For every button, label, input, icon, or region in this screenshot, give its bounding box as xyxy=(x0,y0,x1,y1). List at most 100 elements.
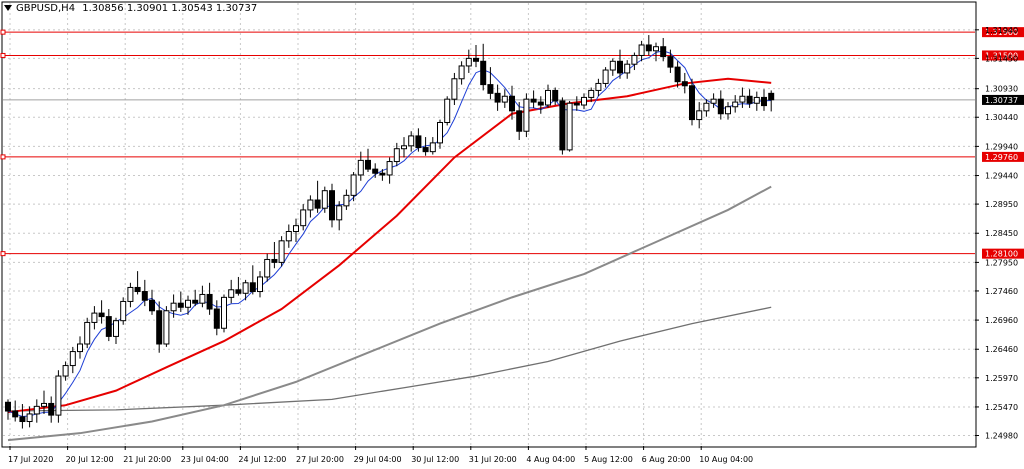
candle-bull xyxy=(588,89,595,98)
candle-bull xyxy=(242,282,249,294)
y-tick-label: 1.25970 xyxy=(985,374,1018,383)
candle-bull xyxy=(127,286,134,302)
level-label: 1.29760 xyxy=(985,153,1018,162)
candle-bear xyxy=(249,282,256,293)
candle-bear xyxy=(537,101,544,106)
candle-bull xyxy=(163,310,170,345)
candle-bull xyxy=(602,69,609,84)
level-anchor[interactable] xyxy=(0,52,6,58)
candle-bear xyxy=(141,291,148,301)
candle-bear xyxy=(494,92,501,103)
candle-bull xyxy=(523,98,530,132)
level-anchor[interactable] xyxy=(0,154,6,160)
x-tick-label: 30 Jul 12:00 xyxy=(411,455,459,464)
candle-bull xyxy=(393,148,400,163)
candle-bull xyxy=(501,95,508,103)
y-tick-label: 1.27950 xyxy=(985,258,1018,267)
low-value: 1.30543 xyxy=(171,3,213,14)
candle-bull xyxy=(69,351,76,367)
level-label: 1.31900 xyxy=(985,28,1018,37)
candle-bear xyxy=(206,293,213,310)
candle-bull xyxy=(696,110,703,121)
candle-bull xyxy=(343,194,350,207)
x-tick-label: 6 Aug 20:00 xyxy=(642,455,691,464)
y-tick-label: 1.28950 xyxy=(985,200,1018,209)
y-tick-label: 1.29940 xyxy=(985,142,1018,151)
candle-bull xyxy=(386,161,393,176)
x-tick-label: 27 Jul 20:00 xyxy=(296,455,344,464)
candle-bull xyxy=(285,230,292,242)
candle-bull xyxy=(653,46,659,52)
candle-bull xyxy=(293,225,299,232)
level-label-bg xyxy=(982,27,1024,38)
candle-bear xyxy=(473,57,479,62)
candle-bull xyxy=(170,302,177,312)
candle-bull xyxy=(631,54,638,65)
time-axis: 17 Jul 2020 20 Jul 12:00 21 Jul 20:00 23 Ju… xyxy=(8,446,753,464)
high-value: 1.30901 xyxy=(126,3,169,14)
candle-bull xyxy=(357,159,364,176)
horizontal-levels: 1.31900 1.31500 1.29760 1.28100 1.30737 xyxy=(0,27,1024,259)
candle-bull xyxy=(33,405,40,415)
candle-bear xyxy=(271,258,278,263)
candle-bull xyxy=(307,199,314,211)
candle-bull xyxy=(185,299,191,308)
candle-bull xyxy=(401,145,407,150)
candle-bull xyxy=(595,82,602,91)
grid-lines xyxy=(3,3,975,446)
x-tick-label: 5 Aug 12:00 xyxy=(584,455,633,464)
x-tick-label: 17 Jul 2020 xyxy=(8,455,53,464)
candles xyxy=(5,35,775,429)
candle-bull xyxy=(581,96,587,106)
y-tick-label: 1.28450 xyxy=(985,229,1018,238)
level-anchor[interactable] xyxy=(0,251,6,257)
candle-bear xyxy=(415,135,422,149)
candle-bear xyxy=(645,44,652,52)
x-tick-label: 24 Jul 12:00 xyxy=(238,455,286,464)
candle-bear xyxy=(689,85,695,121)
x-tick-label: 21 Jul 20:00 xyxy=(123,455,171,464)
candle-bear xyxy=(235,289,242,294)
candle-bull xyxy=(221,296,227,329)
candle-bull xyxy=(739,95,746,103)
y-tick-label: 1.30440 xyxy=(985,113,1018,122)
candle-bull xyxy=(113,320,119,337)
price-axis: 1.31940 1.31450 1.30930 1.30440 1.29940 1.294… xyxy=(975,26,1018,441)
x-tick-label: 29 Jul 04:00 xyxy=(354,455,402,464)
candle-bear xyxy=(12,410,19,418)
close-value: 1.30737 xyxy=(215,3,258,14)
candle-bear xyxy=(516,110,523,132)
ma-long-line xyxy=(7,306,772,412)
level-label-bg xyxy=(982,50,1024,61)
candle-bear xyxy=(329,190,335,221)
candle-bear xyxy=(530,98,537,103)
moving-averages xyxy=(7,50,772,442)
y-tick-label: 1.31450 xyxy=(985,54,1018,63)
chart-title: GBPUSD,H4 1.30856 1.30901 1.30543 1.3073… xyxy=(4,3,257,14)
x-tick-label: 10 Aug 04:00 xyxy=(699,455,753,464)
level-anchor[interactable] xyxy=(0,29,6,35)
candle-bear xyxy=(660,46,667,58)
candle-bull xyxy=(228,289,235,298)
candle-bear xyxy=(192,299,199,304)
candle-bear xyxy=(667,56,674,68)
candle-bear xyxy=(768,92,775,101)
open-value: 1.30856 xyxy=(82,3,124,14)
x-tick-label: 20 Jul 12:00 xyxy=(66,455,114,464)
candle-bear xyxy=(156,310,163,345)
candle-bull xyxy=(725,106,731,115)
candle-bull xyxy=(545,89,551,106)
y-tick-label: 1.24980 xyxy=(985,432,1018,441)
candle-bear xyxy=(480,60,487,86)
dropdown-arrow-icon[interactable] xyxy=(4,5,12,11)
x-tick-label: 4 Aug 04:00 xyxy=(526,455,575,464)
candle-bear xyxy=(213,308,220,329)
candle-bull xyxy=(278,240,285,263)
candle-bull xyxy=(408,135,415,147)
candle-bull xyxy=(710,98,717,104)
candle-bull xyxy=(300,209,307,227)
candle-bull xyxy=(264,258,271,278)
candle-bull xyxy=(77,343,83,353)
